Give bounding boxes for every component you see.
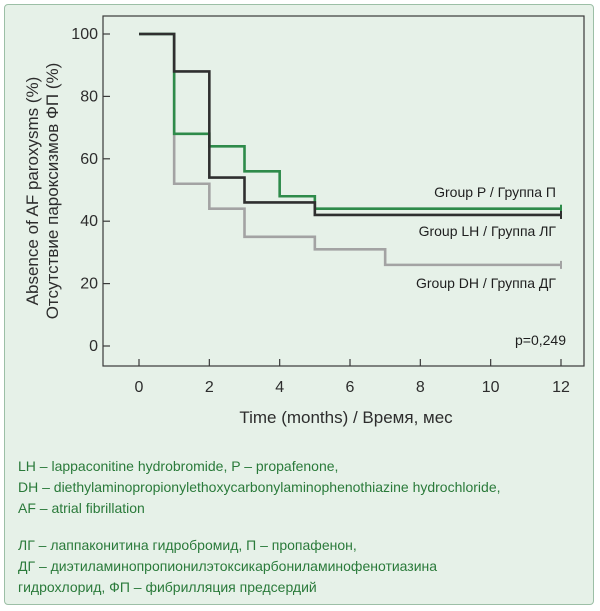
legend-line: ДГ – диэтиламинопропионилэтоксикарбонила… <box>18 558 438 574</box>
x-tick-label: 2 <box>205 379 214 396</box>
y-tick-label: 60 <box>80 151 98 168</box>
legend-line: ЛГ – лаппаконитина гидробромид, П – проп… <box>18 537 357 553</box>
legend-russian: ЛГ – лаппаконитина гидробромид, П – проп… <box>18 535 588 598</box>
x-tick-label: 8 <box>416 379 425 396</box>
legend-line: LH – lappaconitine hydrobromide, P – pro… <box>18 458 339 474</box>
x-tick-label: 6 <box>346 379 355 396</box>
legend-line: гидрохлорид, ФП – фибрилляция предсердий <box>18 579 317 595</box>
legend-line: DH – diethylaminopropionylethoxycarbonyl… <box>18 479 501 495</box>
y-tick-label: 80 <box>80 88 98 105</box>
series-layer <box>139 32 562 269</box>
y-axis-title: Отсутствие пароксизмов ФП (%) <box>43 63 62 320</box>
legend-english: LH – lappaconitine hydrobromide, P – pro… <box>18 456 588 519</box>
y-tick-label: 40 <box>80 213 98 230</box>
labels-layer: Time (months) / Время, мес Absence of AF … <box>23 63 566 427</box>
x-axis-title: Time (months) / Время, мес <box>239 408 453 427</box>
x-tick-label: 4 <box>275 379 284 396</box>
series-line <box>139 32 561 217</box>
x-tick-label: 12 <box>552 379 570 396</box>
axes: 0 20 40 60 80 100 0 2 4 6 8 10 12 <box>71 15 585 396</box>
legend-line: AF – atrial fibrillation <box>18 500 145 516</box>
p-value: p=0,249 <box>515 332 566 348</box>
survival-chart: 0 20 40 60 80 100 0 2 4 6 8 10 12 Time (months) / Вр… <box>23 15 585 427</box>
series-label: Group LH / Группа ЛГ <box>419 223 557 239</box>
series-line <box>139 32 561 211</box>
y-tick-label: 20 <box>80 276 98 293</box>
plot-frame <box>102 15 585 367</box>
y-tick-label: 0 <box>89 338 98 355</box>
y-axis-title: Absence of AF paroxysms (%) <box>23 77 42 306</box>
y-tick-label: 100 <box>71 26 98 43</box>
series-label: Group DH / Группа ДГ <box>416 275 556 291</box>
series-label: Group P / Группа П <box>434 184 556 200</box>
figure-panel <box>4 4 594 605</box>
x-tick-label: 10 <box>482 379 500 396</box>
x-tick-label: 0 <box>135 379 144 396</box>
series-line <box>139 32 561 267</box>
